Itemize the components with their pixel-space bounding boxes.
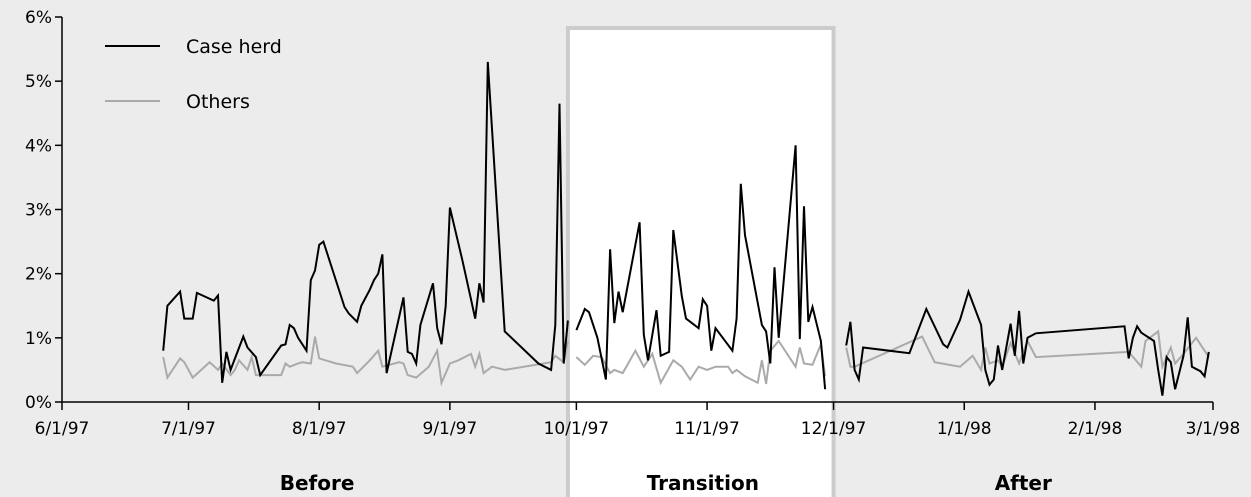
legend: Case herd Others — [105, 36, 282, 113]
x-tick-label: 9/1/97 — [423, 419, 478, 439]
x-tick-label: 8/1/97 — [292, 419, 347, 439]
period-label-before: Before — [280, 471, 355, 495]
transition-period-box — [565, 26, 836, 497]
y-tick-label: 0% — [25, 393, 52, 413]
x-tick-label: 1/1/98 — [937, 419, 992, 439]
x-tick-label: 6/1/97 — [35, 419, 90, 439]
y-tick-label: 5% — [25, 72, 52, 92]
axes: 0% 1% 2% 3% 4% 5% 6% 6/1/97 7/1/97 8/1/97 9/1/97 10… — [25, 8, 1240, 439]
x-tick-label: 2/1/98 — [1068, 419, 1123, 439]
series-line-case-herd-segment-2 — [575, 145, 827, 390]
x-tick-label: 3/1/98 — [1186, 419, 1241, 439]
period-label-transition: Transition — [647, 471, 759, 495]
series-line-case-herd-segment-1 — [162, 61, 569, 383]
legend-label-case-herd: Case herd — [186, 36, 282, 58]
y-tick-label: 3% — [25, 201, 52, 221]
series-line-others-segment-3 — [845, 329, 1210, 373]
period-labels: Before Transition After — [280, 471, 1052, 495]
x-tick-label: 7/1/97 — [161, 419, 216, 439]
series-line-case-herd-segment-3 — [845, 288, 1210, 396]
x-tick-label: 11/1/97 — [674, 419, 740, 439]
series-line-others-segment-2 — [575, 339, 827, 386]
y-tick-label: 4% — [25, 136, 52, 156]
period-label-after: After — [995, 471, 1052, 495]
data-series — [162, 61, 1210, 396]
y-tick-label: 6% — [25, 8, 52, 28]
y-tick-label: 2% — [25, 265, 52, 285]
legend-label-others: Others — [186, 91, 250, 113]
y-tick-label: 1% — [25, 329, 52, 349]
x-tick-label: 10/1/97 — [544, 419, 610, 439]
x-tick-label: 12/1/97 — [801, 419, 867, 439]
